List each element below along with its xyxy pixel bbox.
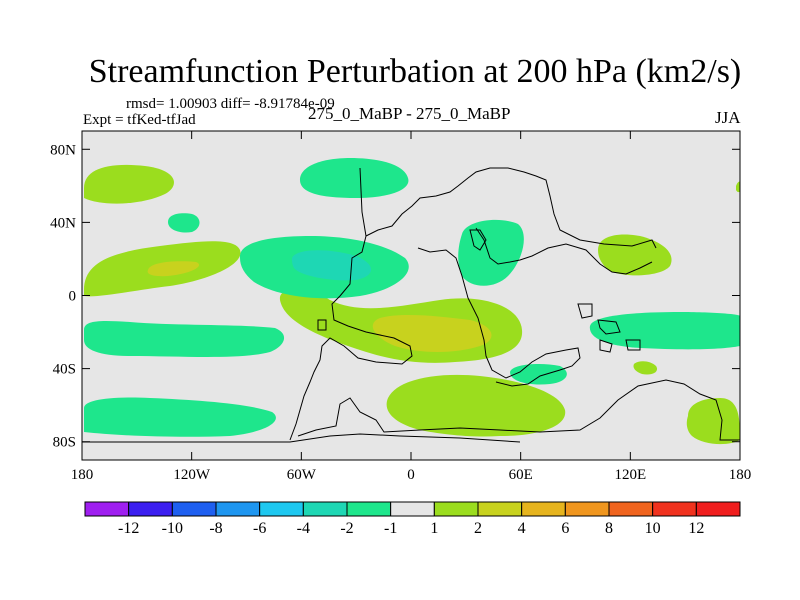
experiment-label: Expt = tfKed-tfJad bbox=[83, 112, 196, 128]
colorbar-label: 10 bbox=[645, 520, 661, 537]
contour-region bbox=[386, 374, 566, 437]
lat-tick-label: 80N bbox=[50, 142, 76, 158]
lon-tick-label: 180 bbox=[729, 467, 752, 483]
coastline-north-island bbox=[317, 229, 487, 331]
colorbar-swatch bbox=[608, 501, 654, 517]
colorbar-swatch bbox=[564, 501, 610, 517]
colorbar-swatch bbox=[346, 501, 392, 517]
contour-region bbox=[736, 181, 740, 193]
lon-tick-label: 60W bbox=[287, 467, 317, 483]
lat-tick-label: 40S bbox=[53, 362, 76, 378]
contour-region bbox=[300, 158, 409, 198]
colorbar-label: -10 bbox=[162, 520, 183, 537]
longitude-axis: 180 120W 60W 0 60E 120E 180 bbox=[71, 131, 752, 483]
stats-label: rmsd= 1.00903 diff= -8.91784e-09 bbox=[126, 96, 335, 112]
coastline-africa bbox=[417, 247, 581, 387]
lon-tick-label: 120W bbox=[173, 467, 211, 483]
lon-tick-label: 60E bbox=[509, 467, 533, 483]
colorbar-label: -8 bbox=[209, 520, 222, 537]
colorbar-label: 8 bbox=[605, 520, 613, 537]
contour-region bbox=[84, 397, 276, 437]
colorbar: -12 -10 -8 -6 -4 -2 -1 1 2 4 6 8 10 12 bbox=[84, 501, 741, 537]
colorbar-swatch bbox=[128, 501, 173, 517]
colorbar-label: -4 bbox=[297, 520, 310, 537]
colorbar-label: -12 bbox=[118, 520, 139, 537]
colorbar-label: 1 bbox=[430, 520, 438, 537]
plot-title: Streamfunction Perturbation at 200 hPa (… bbox=[88, 53, 742, 90]
contour-region bbox=[458, 219, 524, 286]
colorbar-swatch bbox=[171, 501, 217, 517]
contour-region bbox=[633, 361, 658, 375]
coastline-south-edge bbox=[82, 433, 521, 443]
colorbar-swatch bbox=[215, 501, 261, 517]
lat-tick-label: 0 bbox=[69, 289, 77, 305]
coastline-antarctic bbox=[297, 379, 740, 441]
coastline-interior bbox=[365, 167, 657, 249]
colorbar-swatch bbox=[84, 501, 130, 517]
contour-region bbox=[84, 320, 285, 357]
colorbar-swatch bbox=[521, 501, 566, 517]
difference-label: 275_0_MaBP - 275_0_MaBP bbox=[308, 104, 511, 123]
lon-tick-label: 0 bbox=[407, 467, 415, 483]
colorbar-swatch bbox=[302, 501, 348, 517]
coastlines bbox=[82, 167, 740, 443]
contour-region bbox=[168, 213, 200, 233]
lat-tick-label: 40N bbox=[50, 215, 76, 231]
season-label: JJA bbox=[715, 108, 741, 127]
contour-region bbox=[84, 164, 174, 204]
latitude-axis: 80N 40N 0 40S 80S bbox=[50, 142, 740, 451]
colorbar-swatch bbox=[259, 501, 304, 517]
coastline-islands bbox=[577, 303, 641, 353]
colorbar-label: 2 bbox=[474, 520, 482, 537]
lon-tick-label: 120E bbox=[614, 467, 646, 483]
colorbar-label: 6 bbox=[561, 520, 569, 537]
colorbar-label: -1 bbox=[384, 520, 397, 537]
lon-tick-label: 180 bbox=[71, 467, 94, 483]
colorbar-label: -2 bbox=[340, 520, 353, 537]
contour-region bbox=[147, 261, 200, 277]
colorbar-swatch bbox=[390, 501, 435, 517]
lat-tick-label: 80S bbox=[53, 435, 76, 451]
colorbar-swatch bbox=[652, 501, 697, 517]
colorbar-swatch bbox=[477, 501, 523, 517]
colorbar-label: 4 bbox=[518, 520, 526, 537]
coastline-america bbox=[289, 167, 413, 441]
contour-fields bbox=[84, 158, 740, 445]
colorbar-label: -6 bbox=[253, 520, 266, 537]
colorbar-swatch bbox=[433, 501, 479, 517]
contour-region bbox=[686, 398, 740, 445]
colorbar-label: 12 bbox=[688, 520, 704, 537]
colorbar-swatch bbox=[695, 501, 741, 517]
coastline-asia bbox=[475, 227, 653, 275]
